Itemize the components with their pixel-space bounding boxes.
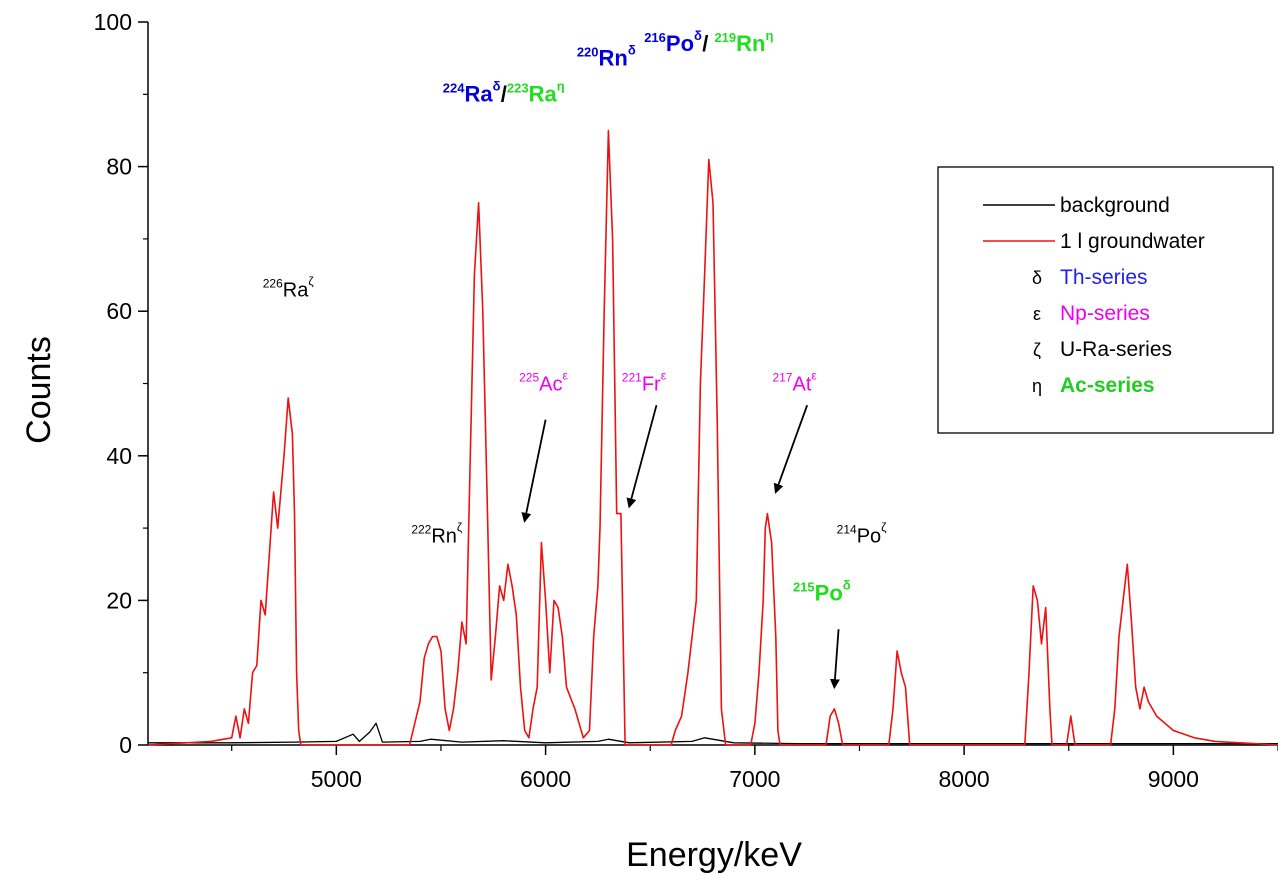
element-symbol: Fr — [642, 374, 661, 396]
peak-label: 221Frε — [622, 369, 667, 396]
element-symbol: At — [792, 374, 811, 396]
y-tick-label: 40 — [106, 443, 132, 469]
decay-series-symbol: ζ — [881, 521, 887, 535]
decay-series-symbol: ε — [661, 369, 667, 383]
mass-number: 214 — [837, 523, 857, 537]
x-tick-label: 7000 — [729, 766, 780, 792]
legend-symbol: η — [1032, 376, 1042, 396]
peak-label: 216Poδ / 219Rnη — [644, 28, 773, 56]
annotation-arrow — [773, 404, 809, 494]
x-tick-label: 9000 — [1148, 766, 1199, 792]
mass-number: 215 — [793, 579, 815, 594]
decay-series-symbol: η — [557, 79, 565, 94]
element-symbol: Rn — [599, 45, 628, 70]
y-tick-label: 60 — [106, 298, 132, 324]
label-separator: / — [702, 31, 714, 56]
annotation-arrow — [829, 629, 840, 690]
series-line-background — [148, 722, 1278, 745]
element-symbol: Po — [857, 526, 881, 548]
plot-axes: 0 20 40 60 80 100 5000 6000 7000 8000 9000 — [94, 9, 1278, 792]
mass-number: 219 — [714, 30, 736, 45]
element-symbol: Rn — [431, 526, 457, 548]
element-symbol: Po — [666, 31, 694, 56]
x-tick-label: 6000 — [520, 766, 571, 792]
decay-series-symbol: ε — [811, 369, 817, 383]
peak-label: 217Atε — [772, 369, 817, 396]
series-layer — [147, 129, 1278, 746]
legend-symbol: δ — [1032, 268, 1042, 288]
element-symbol: Po — [815, 580, 843, 605]
legend-label: Ac-series — [1060, 374, 1155, 397]
mass-number: 220 — [577, 44, 599, 59]
label-separator: / — [501, 82, 507, 107]
element-symbol: Ac — [539, 374, 562, 396]
legend-box — [937, 166, 1274, 434]
y-tick-label: 20 — [106, 587, 132, 613]
decay-series-symbol: ε — [563, 369, 569, 383]
element-symbol: Ra — [529, 82, 558, 107]
peak-label: 214Poζ — [837, 521, 888, 548]
peak-label: 226Raζ — [263, 275, 315, 302]
mass-number: 225 — [519, 371, 539, 385]
element-symbol: Rn — [736, 31, 765, 56]
decay-series-symbol: η — [765, 28, 773, 43]
legend-label: Th-series — [1060, 266, 1148, 289]
legend: background 1 l groundwater δ Th-series ε Np-s… — [937, 166, 1274, 434]
peak-label: 220Rnδ — [577, 42, 636, 70]
x-tick-label: 8000 — [939, 766, 990, 792]
series-line-groundwater — [147, 129, 1278, 746]
legend-label: U-Ra-series — [1060, 338, 1172, 361]
decay-series-symbol: δ — [694, 28, 702, 43]
mass-number: 216 — [644, 30, 666, 45]
mass-number: 217 — [772, 371, 792, 385]
legend-symbol: ε — [1033, 304, 1041, 324]
mass-number: 221 — [622, 371, 642, 385]
y-tick-label: 0 — [119, 732, 132, 758]
legend-label: Np-series — [1060, 302, 1150, 325]
x-axis-label: Energy/keV — [626, 836, 802, 873]
peak-label: 225Acε — [519, 369, 568, 396]
peak-label: 215Poδ — [793, 577, 851, 605]
element-symbol: Ra — [464, 82, 493, 107]
y-axis-label: Counts — [20, 336, 58, 444]
annotation-arrow — [521, 419, 547, 523]
legend-label: background — [1060, 194, 1170, 217]
decay-series-symbol: ζ — [457, 521, 463, 535]
decay-series-symbol: δ — [628, 42, 636, 57]
legend-symbol: ζ — [1033, 340, 1041, 360]
decay-series-symbol: δ — [493, 79, 501, 94]
decay-series-symbol: ζ — [308, 275, 314, 289]
annotation-arrow — [626, 404, 658, 509]
x-tick-label: 5000 — [311, 766, 362, 792]
mass-number: 224 — [443, 81, 465, 96]
decay-series-symbol: δ — [843, 577, 851, 592]
peak-label: 222Rnζ — [411, 521, 463, 548]
legend-label: 1 l groundwater — [1060, 230, 1205, 253]
peak-label: 224Raδ /223Raη — [443, 79, 565, 107]
mass-number: 222 — [411, 523, 431, 537]
y-tick-label: 80 — [106, 154, 132, 180]
mass-number: 223 — [507, 81, 529, 96]
peak-labels: 226Raζ 222Rnζ 224Raδ /223Raη 220Rnδ 216P… — [263, 28, 887, 605]
element-symbol: Ra — [283, 280, 309, 302]
mass-number: 226 — [263, 277, 283, 291]
annotation-arrows — [521, 404, 840, 690]
y-tick-label: 100 — [94, 9, 132, 35]
